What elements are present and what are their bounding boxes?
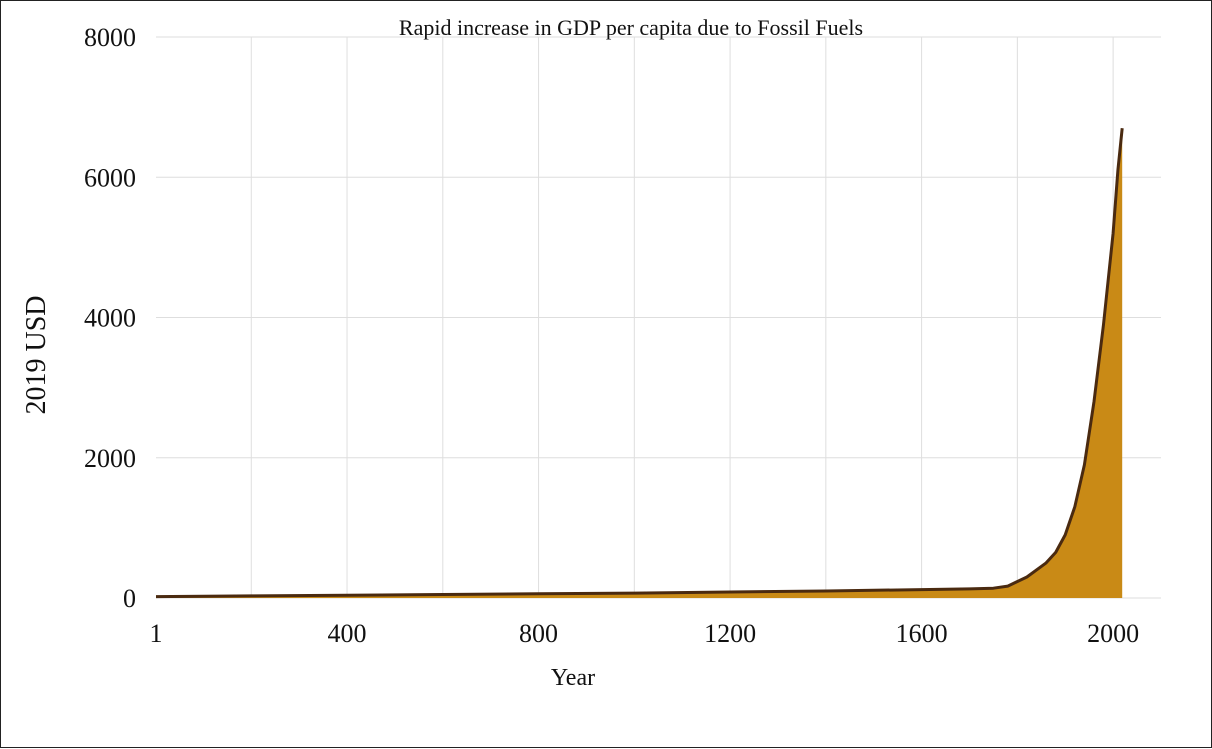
y-tick-label: 4000 xyxy=(84,304,136,333)
y-axis-label: 2019 USD xyxy=(21,295,52,414)
y-tick-label: 2000 xyxy=(84,444,136,473)
y-tick-label: 6000 xyxy=(84,163,136,192)
chart-grid xyxy=(156,36,1161,599)
x-tick-labels: 1 400 800 1200 1600 2000 xyxy=(150,619,1140,648)
x-tick-label: 400 xyxy=(328,619,367,648)
series-line xyxy=(155,128,1124,599)
y-tick-label: 8000 xyxy=(84,23,136,52)
x-tick-label: 1200 xyxy=(704,619,756,648)
area-fill xyxy=(156,128,1123,598)
x-tick-label: 1 xyxy=(150,619,163,648)
x-axis-label: Year xyxy=(551,665,595,691)
y-tick-labels: 0 2000 4000 6000 8000 xyxy=(84,23,136,613)
y-tick-label: 0 xyxy=(123,584,136,613)
x-tick-label: 1600 xyxy=(896,619,948,648)
x-tick-label: 800 xyxy=(519,619,558,648)
x-tick-label: 2000 xyxy=(1087,619,1139,648)
chart-title: Rapid increase in GDP per capita due to … xyxy=(399,15,863,40)
